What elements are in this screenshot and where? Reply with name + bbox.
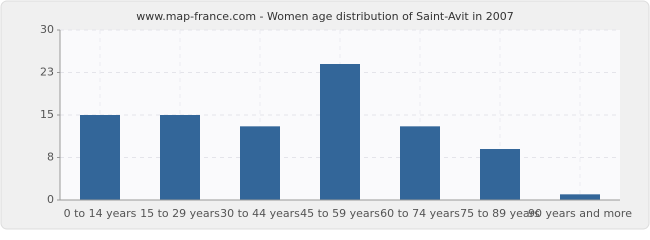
bar (320, 64, 360, 200)
x-tick-label: 0 to 14 years (64, 207, 137, 220)
chart: www.map-france.com - Women age distribut… (0, 0, 650, 230)
x-tick-label: 15 to 29 years (140, 207, 220, 220)
bar (160, 115, 200, 200)
x-tick-label: 30 to 44 years (220, 207, 300, 220)
x-tick-label: 45 to 59 years (300, 207, 380, 220)
y-tick-label: 0 (47, 193, 54, 206)
x-tick-label: 75 to 89 years (460, 207, 540, 220)
y-tick-label: 15 (40, 108, 54, 121)
y-tick-label: 23 (40, 66, 54, 79)
bar (400, 126, 440, 200)
y-tick-label: 30 (40, 23, 54, 36)
bar (80, 115, 120, 200)
x-tick-label: 90 years and more (528, 207, 632, 220)
y-tick-label: 8 (47, 151, 54, 164)
bar (560, 194, 600, 200)
x-tick-label: 60 to 74 years (380, 207, 460, 220)
bar (240, 126, 280, 200)
bar (480, 149, 520, 200)
chart-title: www.map-france.com - Women age distribut… (136, 10, 514, 23)
page: {"chart_data": {"type": "bar", "title": … (0, 0, 650, 230)
